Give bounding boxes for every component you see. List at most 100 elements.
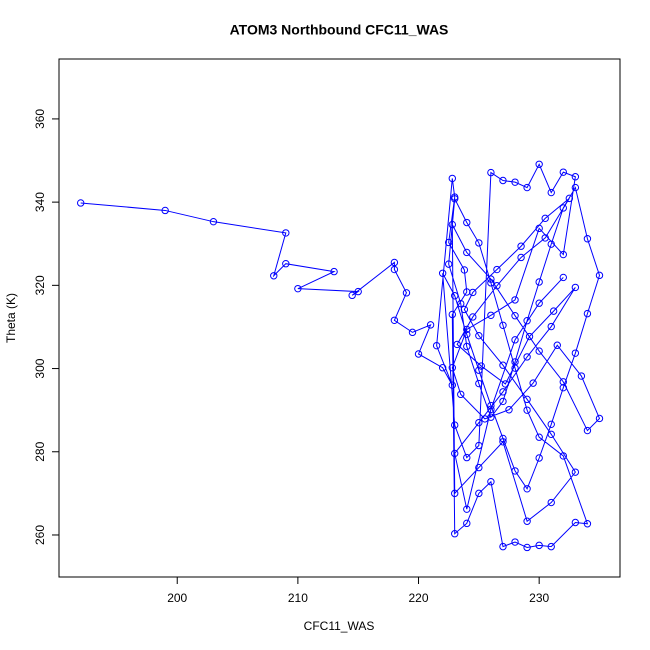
- point: [475, 418, 483, 427]
- point: [511, 358, 519, 366]
- point: [499, 388, 507, 396]
- point: [77, 199, 85, 207]
- point: [414, 350, 423, 358]
- x-axis-label: CFC11_WAS: [304, 619, 375, 633]
- point: [571, 518, 580, 527]
- point: [559, 452, 567, 460]
- point: [541, 214, 549, 223]
- point: [463, 325, 471, 334]
- point: [451, 489, 459, 498]
- y-tick-label: 300: [33, 358, 47, 378]
- point: [535, 541, 543, 550]
- point: [547, 420, 555, 429]
- point: [161, 206, 169, 215]
- point: [463, 218, 471, 227]
- point: [499, 542, 507, 551]
- point: [535, 454, 543, 462]
- point: [448, 174, 457, 183]
- point: [448, 381, 457, 389]
- point: [535, 433, 543, 441]
- point: [511, 538, 519, 546]
- point: [523, 317, 531, 325]
- point: [487, 478, 495, 486]
- point: [559, 378, 567, 386]
- point: [505, 406, 513, 414]
- point: [511, 312, 519, 320]
- point: [463, 248, 471, 257]
- point: [460, 266, 469, 274]
- point: [354, 287, 362, 296]
- point: [571, 349, 580, 357]
- point: [270, 272, 278, 280]
- point: [487, 311, 495, 319]
- point: [432, 341, 441, 350]
- x-tick-label: 200: [167, 591, 187, 605]
- point: [595, 271, 604, 280]
- point: [438, 364, 447, 372]
- point: [438, 269, 447, 277]
- point: [426, 321, 435, 329]
- point: [463, 505, 471, 513]
- point: [402, 289, 411, 297]
- point: [475, 331, 483, 340]
- point: [559, 168, 567, 176]
- point: [547, 430, 555, 438]
- point: [499, 434, 507, 443]
- point: [469, 288, 477, 297]
- point: [475, 489, 483, 498]
- point: [517, 253, 525, 262]
- point: [408, 328, 417, 337]
- point: [559, 273, 567, 282]
- point: [460, 305, 469, 314]
- point: [523, 517, 531, 525]
- point: [511, 178, 519, 186]
- point: [448, 220, 457, 229]
- point: [583, 235, 592, 243]
- point: [559, 383, 567, 392]
- point: [348, 291, 356, 300]
- point: [487, 168, 495, 177]
- point: [529, 379, 537, 387]
- point: [390, 316, 399, 324]
- point: [547, 188, 555, 197]
- point: [511, 467, 519, 475]
- point: [451, 195, 459, 203]
- point: [499, 321, 507, 329]
- point: [549, 307, 558, 315]
- point: [457, 390, 465, 399]
- y-axis-label: Theta (K): [4, 293, 18, 343]
- point: [444, 238, 453, 247]
- point: [499, 361, 507, 369]
- point: [451, 421, 459, 429]
- point: [547, 498, 555, 507]
- point: [499, 176, 507, 185]
- point: [583, 520, 592, 528]
- point: [583, 309, 592, 318]
- point: [294, 284, 302, 293]
- point: [475, 239, 483, 247]
- point: [475, 366, 483, 374]
- point: [390, 265, 399, 274]
- point: [487, 401, 495, 410]
- point: [330, 267, 338, 276]
- point: [523, 406, 531, 414]
- point: [463, 453, 471, 462]
- series-line: [80, 163, 601, 548]
- point: [487, 405, 495, 414]
- point: [535, 224, 543, 233]
- point: [475, 379, 483, 388]
- y-tick-label: 340: [33, 192, 47, 212]
- point: [535, 160, 543, 168]
- point: [487, 275, 495, 283]
- point: [463, 342, 471, 351]
- point: [475, 463, 483, 472]
- point: [553, 341, 561, 349]
- point: [463, 330, 471, 339]
- point: [282, 229, 290, 237]
- y-tick-label: 320: [33, 275, 47, 295]
- point: [463, 519, 471, 528]
- point: [559, 204, 567, 212]
- point: [583, 426, 592, 435]
- point: [209, 217, 218, 226]
- point: [523, 485, 531, 493]
